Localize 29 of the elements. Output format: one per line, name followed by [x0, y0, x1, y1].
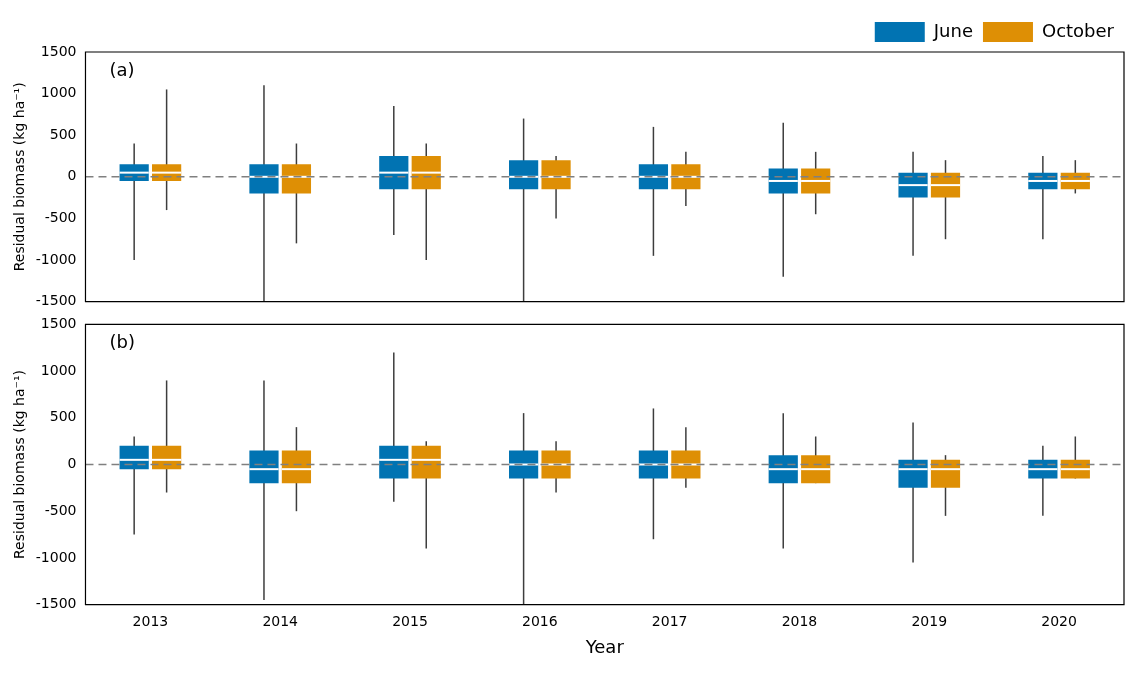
y-tick-label: -500: [44, 501, 77, 518]
y-tick-label: 500: [49, 408, 77, 425]
y-tick-label: 0: [67, 167, 77, 184]
y-tick-label: -1500: [35, 595, 77, 612]
y-tick-label: -1000: [35, 548, 77, 565]
y-tick-label: 1000: [40, 361, 77, 378]
x-tick-label: 2020: [1041, 612, 1077, 629]
x-tick-label: 2015: [392, 612, 428, 629]
y-tick-label: 0: [67, 455, 77, 472]
annotation: (a): [109, 58, 135, 80]
y-axis-title: Residual biomass (kg ha⁻¹): [11, 82, 28, 272]
x-tick-label: 2013: [132, 612, 169, 629]
x-axis-title: Year: [584, 635, 625, 657]
annotation: (b): [109, 331, 135, 353]
x-tick-label: 2018: [781, 612, 818, 629]
x-tick-label: 2017: [651, 612, 688, 629]
y-tick-label: 500: [49, 125, 77, 142]
y-axis-title: Residual biomass (kg ha⁻¹): [11, 370, 28, 559]
legend-label: June: [932, 19, 973, 41]
x-tick-label: 2014: [262, 612, 299, 629]
y-tick-label: -500: [44, 209, 77, 226]
legend-label: October: [1041, 19, 1115, 41]
y-tick-label: -1500: [35, 292, 77, 309]
y-tick-label: 1500: [40, 315, 77, 332]
y-tick-label: 1000: [40, 84, 77, 101]
y-tick-label: -1000: [35, 250, 77, 267]
x-tick-label: 2019: [911, 612, 948, 629]
y-tick-label: 1500: [40, 42, 77, 59]
x-tick-label: 2016: [522, 612, 558, 629]
